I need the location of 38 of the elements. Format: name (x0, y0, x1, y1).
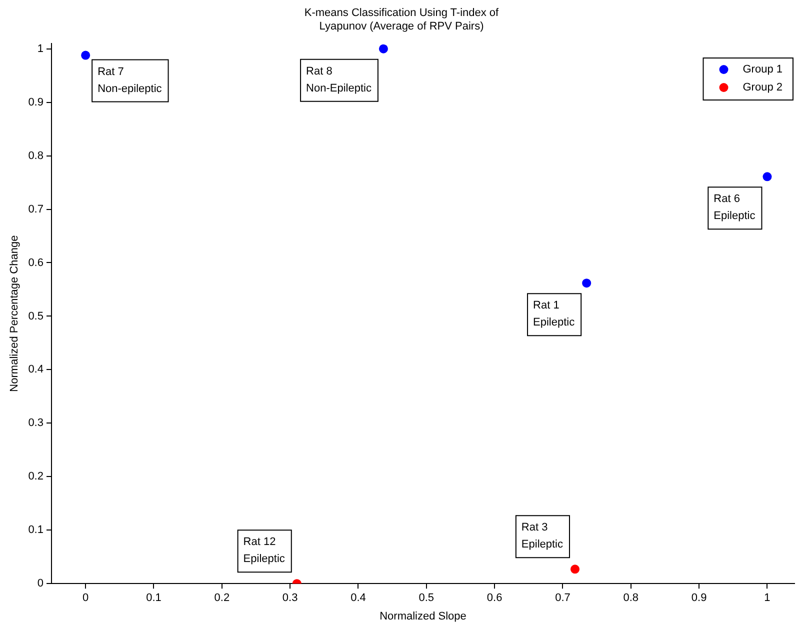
legend-label: Group 1 (742, 64, 783, 76)
y-tick-label: 0.9 (28, 96, 44, 108)
y-tick-label: 0.1 (28, 524, 44, 536)
y-tick-label: 0.5 (28, 310, 44, 322)
point (570, 564, 580, 574)
x-tick-label: 1 (764, 592, 770, 604)
y-tick-label: 0.8 (28, 150, 44, 162)
legend-label: Group 2 (742, 82, 783, 94)
y-tick-label: 0.6 (28, 256, 44, 269)
annotation: Rat 1 Epileptic (533, 300, 576, 329)
x-tick-label: 0.4 (350, 592, 366, 604)
annotation: Rat 7 Non-epileptic (98, 66, 162, 95)
annotation: Rat 3 Epileptic (521, 522, 564, 551)
y-tick-label: 0.7 (28, 203, 44, 216)
x-tick-label: 0.2 (214, 592, 230, 604)
chart-title: K-means Classification Using T-index of Lyapunov (Average of RPV Pairs) (304, 6, 500, 33)
point (582, 278, 592, 288)
point (378, 44, 388, 54)
x-tick-label: 0.9 (691, 592, 707, 604)
annotation: Rat 8 Non-Epileptic (306, 65, 372, 94)
y-axis-title: Normalized Percentage Change (8, 235, 21, 392)
y-tick-label: 0.3 (28, 417, 44, 430)
annotation: Rat 6 Epileptic (714, 193, 756, 222)
x-tick-label: 0.8 (623, 592, 639, 604)
x-tick-label: 0.6 (486, 592, 502, 604)
y-tick-label: 1 (37, 42, 44, 55)
y-tick-label: 0.4 (28, 364, 44, 376)
x-tick-label: 0.5 (418, 592, 434, 604)
x-tick-label: 0.3 (282, 592, 298, 604)
y-tick-label: 0 (37, 578, 44, 590)
x-tick-label: 0.7 (555, 592, 570, 604)
x-tick-label: 0 (82, 592, 89, 604)
annotation: Rat 12 Epileptic (243, 536, 286, 566)
point (81, 50, 90, 60)
point (762, 172, 772, 182)
x-tick-label: 0.1 (146, 592, 162, 604)
y-tick-label: 0.2 (28, 470, 44, 483)
x-axis-title: Normalized Slope (380, 610, 466, 622)
